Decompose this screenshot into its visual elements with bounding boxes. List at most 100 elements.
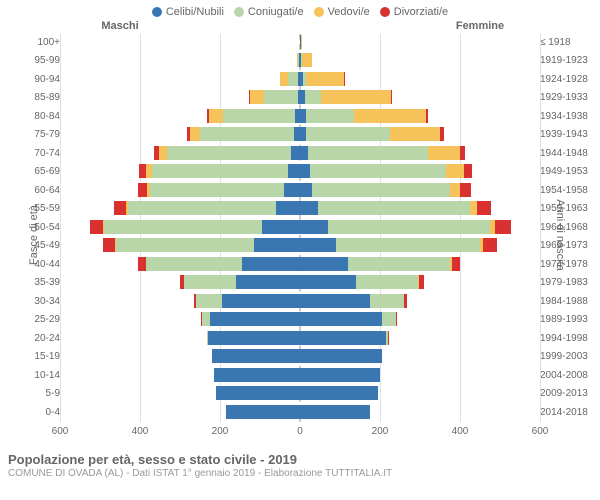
y-tick-label: 95-99 [0,52,60,70]
seg-married [152,164,288,178]
y-tick-label: 5-9 [0,385,60,403]
gender-male-label: Maschi [0,20,300,32]
bar-row [60,145,540,163]
bar-female [300,385,540,403]
seg-widowed [190,127,200,141]
seg-single [300,201,318,215]
seg-divorced [440,127,443,141]
x-tick-label: 600 [532,426,549,437]
seg-married [306,127,390,141]
bar-male [60,311,300,329]
seg-divorced [464,164,472,178]
y-tick-label: 25-29 [0,311,60,329]
bar-row [60,330,540,348]
x-tick-label: 200 [372,426,389,437]
gridline [540,34,541,422]
seg-single [300,312,382,326]
seg-divorced [138,183,147,197]
seg-divorced [495,220,511,234]
seg-married [370,294,404,308]
seg-single [242,257,300,271]
bar-male [60,385,300,403]
bar-male [60,200,300,218]
y-tick-label: 60-64 [0,182,60,200]
bar-male [60,182,300,200]
bar-male [60,163,300,181]
seg-married [184,275,236,289]
seg-single [300,331,386,345]
bar-row [60,108,540,126]
seg-single [288,164,300,178]
seg-single [284,183,300,197]
legend: Celibi/NubiliConiugati/eVedovi/eDivorzia… [0,0,600,20]
seg-married [308,146,428,160]
bar-male [60,330,300,348]
bar-row [60,182,540,200]
bar-row [60,293,540,311]
gender-labels: Maschi Femmine [0,20,600,32]
seg-married [336,238,480,252]
seg-married [202,312,210,326]
seg-widowed [250,90,264,104]
bar-male [60,237,300,255]
seg-single [300,220,328,234]
seg-married [264,90,298,104]
seg-married [328,220,490,234]
bar-row [60,52,540,70]
legend-swatch [234,7,244,17]
y-tick-label: 1919-1923 [540,52,600,70]
bar-row [60,71,540,89]
seg-married [288,72,298,86]
y-tick-label: 1999-2003 [540,348,600,366]
seg-divorced [139,164,146,178]
y-tick-label: 30-34 [0,293,60,311]
x-tick-label: 200 [212,426,229,437]
seg-single [300,368,380,382]
bar-female [300,200,540,218]
legend-item: Divorziati/e [380,6,448,18]
seg-single [208,331,300,345]
y-tick-label: 2004-2008 [540,367,600,385]
seg-single [300,164,310,178]
seg-single [300,146,308,160]
seg-married [356,275,418,289]
bar-row [60,385,540,403]
bar-female [300,367,540,385]
y-tick-label: 1929-1933 [540,89,600,107]
seg-widowed [209,109,223,123]
y-tick-label: 10-14 [0,367,60,385]
bar-female [300,311,540,329]
seg-divorced [419,275,424,289]
bar-female [300,237,540,255]
bar-female [300,256,540,274]
y-tick-label: 80-84 [0,108,60,126]
y-tick-label: 1944-1948 [540,145,600,163]
bar-male [60,108,300,126]
y-tick-label: 1979-1983 [540,274,600,292]
bar-row [60,404,540,422]
y-tick-label: 1959-1963 [540,200,600,218]
seg-widowed [390,127,440,141]
legend-label: Celibi/Nubili [166,6,224,18]
bar-female [300,293,540,311]
seg-single [300,405,370,419]
legend-swatch [314,7,324,17]
legend-swatch [380,7,390,17]
bar-row [60,311,540,329]
bar-male [60,256,300,274]
bar-female [300,34,540,52]
bar-row [60,34,540,52]
y-tick-label: 70-74 [0,145,60,163]
bar-row [60,367,540,385]
chart-area: Maschi Femmine Fasce di età Anni di nasc… [0,20,600,450]
seg-single [216,386,300,400]
seg-single [254,238,300,252]
seg-married [128,201,276,215]
x-tick-label: 400 [132,426,149,437]
seg-divorced [396,312,397,326]
seg-widowed [301,35,302,49]
y-tick-label: 65-69 [0,163,60,181]
bar-female [300,348,540,366]
seg-single [300,275,356,289]
seg-single [291,146,300,160]
